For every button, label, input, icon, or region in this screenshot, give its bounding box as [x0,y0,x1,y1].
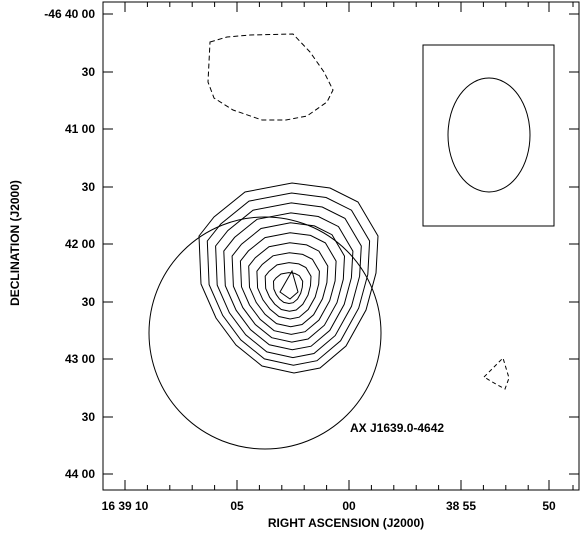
contour-level [264,262,312,312]
contour-level [223,212,354,351]
beam-ellipse [447,77,531,193]
x-tick-label: 16 39 10 [102,499,149,513]
contour-level [198,182,379,374]
contour-level [248,242,329,328]
y-tick-label: 41 00 [65,122,95,136]
x-tick-label: 05 [230,499,244,513]
contour-level [231,222,346,343]
x-axis-title: RIGHT ASCENSION (J2000) [268,516,424,530]
y-tick-labels: -46 40 00 30 41 00 30 42 00 30 43 00 30 44 00 [44,7,95,481]
plot-frame [102,1,580,491]
negative-contour-top [207,33,334,121]
y-tick-label: 43 00 [65,352,95,366]
y-tick-label: 42 00 [65,237,95,251]
contour-peak [279,269,299,300]
y-tick-label: 30 [82,295,96,309]
contour-level [272,272,304,305]
negative-contour-small [483,357,510,390]
positive-contours [198,182,379,374]
y-axis-title: DECLINATION (J2000) [8,180,22,306]
y-tick-label: 30 [82,410,96,424]
beam-inset-box [422,44,555,227]
error-circle [148,216,382,450]
y-tick-label: 30 [82,65,96,79]
axis-ticks [103,2,579,490]
contour-level [215,202,362,359]
x-tick-labels: 16 39 10 05 00 38 55 50 [102,499,556,513]
x-tick-label: 50 [542,499,556,513]
x-tick-label: 00 [342,499,356,513]
y-tick-label: -46 40 00 [44,7,95,21]
contour-level [206,192,371,366]
x-tick-label: 38 55 [446,499,476,513]
source-label: AX J1639.0-4642 [350,421,444,435]
y-tick-label: 30 [82,180,96,194]
contour-level [239,232,337,335]
y-tick-label: 44 00 [65,467,95,481]
contour-level [256,252,320,320]
